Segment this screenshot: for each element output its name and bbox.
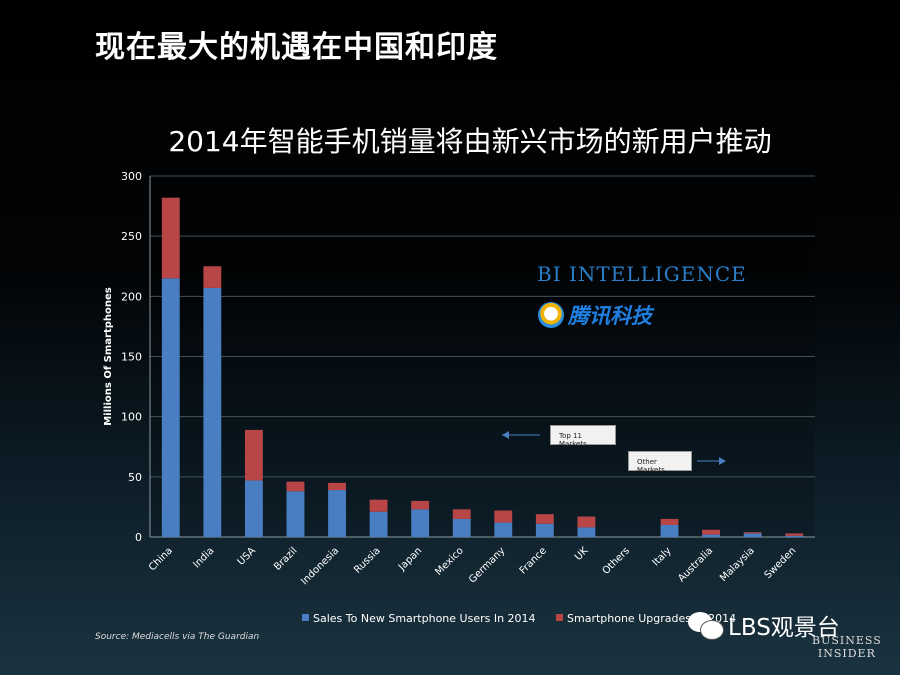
x-tick-label: Italy <box>651 545 674 568</box>
bar-upgrades <box>328 482 346 491</box>
x-tick-label: France <box>518 545 549 576</box>
watermark-text: LBS观景台 <box>728 615 840 641</box>
bar-upgrades <box>660 518 679 525</box>
y-tick-label: 0 <box>135 531 142 544</box>
x-tick-label: UK <box>573 545 591 563</box>
x-tick-label: Malaysia <box>718 545 757 584</box>
bar-new-users <box>411 509 430 537</box>
legend-label: Sales To New Smartphone Users In 2014 <box>313 612 536 625</box>
wechat-watermark: LBS观景台 <box>686 608 840 642</box>
bar-new-users <box>328 490 346 537</box>
bar-upgrades <box>161 197 180 279</box>
bar-new-users <box>702 534 721 537</box>
bar-new-users <box>785 535 804 537</box>
x-tick-label: Germany <box>467 545 507 585</box>
bar-upgrades <box>369 499 388 512</box>
bar-new-users <box>452 518 471 537</box>
x-tick-label: Japan <box>396 545 424 573</box>
bar-new-users <box>577 527 596 537</box>
y-axis-label: Millions Of Smartphones <box>103 287 114 426</box>
slide-title: 现在最大的机遇在中国和印度 <box>95 30 498 65</box>
y-tick-label: 150 <box>121 351 142 364</box>
x-tick-label: Brazil <box>272 545 300 573</box>
bar-new-users <box>286 491 305 537</box>
wechat-icon <box>686 610 724 640</box>
bar-upgrades <box>577 516 596 528</box>
tencent-tech-logo: 腾讯科技 <box>538 300 652 330</box>
arrow-right-head <box>719 457 726 465</box>
bar-upgrades <box>286 481 305 492</box>
bar-new-users <box>369 511 388 537</box>
x-tick-label: USA <box>236 545 259 568</box>
business-insider-line1: BUSINESS <box>812 634 882 647</box>
annotation-top-markets: Top 11 Markets <box>550 425 616 448</box>
business-insider-logo: BUSINESS INSIDER <box>812 634 882 660</box>
bar-upgrades <box>785 533 804 536</box>
tencent-icon <box>538 302 564 328</box>
x-tick-label: Others <box>601 545 633 577</box>
bar-new-users <box>203 287 222 537</box>
x-tick-label: Australia <box>676 545 715 584</box>
bar-upgrades <box>411 500 430 510</box>
x-tick-label: Indonesia <box>299 545 341 587</box>
tencent-tech-label: 腾讯科技 <box>568 304 652 328</box>
source-note: Source: Mediacells via The Guardian <box>95 632 260 642</box>
y-tick-label: 100 <box>121 411 142 424</box>
chart-title: 2014年智能手机销量将由新兴市场的新用户推动 <box>168 125 772 158</box>
x-tick-label: India <box>191 545 216 570</box>
annotation-other-markets: Other Markets <box>628 451 692 474</box>
bar-new-users <box>244 480 263 537</box>
y-tick-label: 300 <box>121 170 142 183</box>
bar-upgrades <box>244 429 263 481</box>
x-tick-label: China <box>147 545 175 573</box>
legend-swatch <box>556 614 563 621</box>
x-tick-label: Russia <box>352 545 383 576</box>
bi-intelligence-logo: BI INTELLIGENCE <box>537 262 747 286</box>
bar-new-users <box>743 533 762 537</box>
y-tick-label: 200 <box>121 290 142 303</box>
y-tick-label: 250 <box>121 230 142 243</box>
bar-upgrades <box>535 514 554 524</box>
bar-upgrades <box>494 510 513 523</box>
bar-upgrades <box>452 509 471 519</box>
bar-new-users <box>494 522 513 537</box>
arrow-left-head <box>502 431 509 439</box>
bar-upgrades <box>743 532 762 534</box>
bar-new-users <box>535 523 554 537</box>
bar-upgrades <box>203 266 222 288</box>
x-tick-label: Mexico <box>433 545 465 577</box>
x-tick-label: Sweden <box>763 545 799 581</box>
bar-new-users <box>161 278 180 537</box>
legend-swatch <box>302 614 309 621</box>
bar-new-users <box>660 524 679 537</box>
y-tick-label: 50 <box>128 471 142 484</box>
bar-upgrades <box>702 529 721 535</box>
business-insider-line2: INSIDER <box>817 647 876 660</box>
